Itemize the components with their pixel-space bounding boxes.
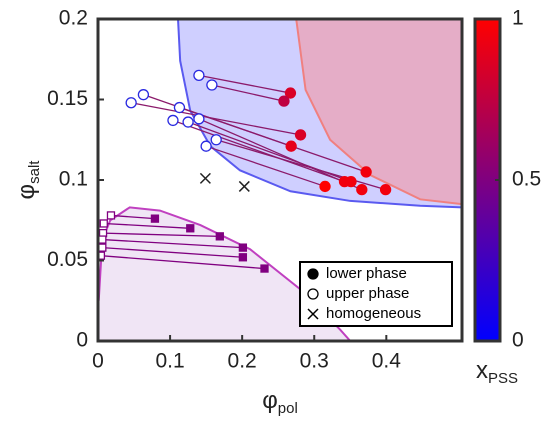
lower-point xyxy=(278,95,290,107)
y-tick-label: 0.2 xyxy=(59,7,88,30)
lower-point xyxy=(379,184,392,196)
lower-point xyxy=(360,166,372,178)
legend-box xyxy=(299,261,453,327)
upper-point xyxy=(167,114,179,127)
homogeneous-point xyxy=(199,172,211,184)
legend-label: upper phase xyxy=(326,285,409,302)
upper-point xyxy=(106,211,116,220)
colorbar-tick-label: 0 xyxy=(512,329,524,352)
tie-line xyxy=(131,102,301,136)
colorbar-label-sub: PSS xyxy=(488,370,518,387)
tie-line xyxy=(179,106,367,173)
tie-line xyxy=(110,214,155,220)
upper-point xyxy=(193,113,205,125)
upper-point xyxy=(206,79,218,91)
colorbar-tick-label: 0.5 xyxy=(512,168,541,191)
legend: lower phase upper phase homogeneous xyxy=(299,261,453,327)
upper-point xyxy=(182,116,194,128)
legend-marker xyxy=(307,288,319,300)
binodal-region xyxy=(296,19,462,205)
legend-marker xyxy=(307,308,319,320)
tie-line xyxy=(198,74,291,94)
lower-point xyxy=(319,180,331,193)
x-axis-label: φpol xyxy=(262,387,298,417)
tie-line xyxy=(216,139,386,191)
y-axis-label-sub: salt xyxy=(26,160,43,184)
x-tick-label: 0.1 xyxy=(155,350,184,373)
binodal-region xyxy=(98,207,351,341)
tie-line xyxy=(172,119,345,183)
homogeneous-point xyxy=(238,180,250,192)
x-tick-label: 0.2 xyxy=(228,350,257,373)
lower-point xyxy=(150,214,160,223)
plot-area xyxy=(98,19,462,341)
lower-point xyxy=(215,232,224,241)
x-tick-label: 0.3 xyxy=(300,350,329,373)
upper-point xyxy=(98,243,107,252)
upper-point xyxy=(200,140,212,152)
lower-point xyxy=(285,140,297,152)
lower-point xyxy=(238,253,248,262)
x-axis-label-main: φ xyxy=(262,387,278,414)
tie-line xyxy=(103,232,220,237)
upper-point xyxy=(137,89,150,101)
legend-label: homogeneous xyxy=(326,305,421,322)
y-tick-label: 0 xyxy=(76,329,88,352)
upper-point xyxy=(125,97,137,109)
lower-point xyxy=(238,243,248,252)
legend-marker xyxy=(307,268,319,280)
y-tick-label: 0.15 xyxy=(47,87,88,110)
upper-point xyxy=(210,134,222,146)
lower-point xyxy=(186,224,195,233)
colorbar-label-main: x xyxy=(476,357,488,384)
upper-point xyxy=(173,101,186,114)
y-axis-label-main: φ xyxy=(13,184,40,200)
colorbar-label: xPSS xyxy=(476,357,518,387)
lower-point xyxy=(284,87,297,99)
tie-line xyxy=(103,222,191,229)
x-tick-label: 0.4 xyxy=(372,350,402,373)
upper-point xyxy=(98,235,107,244)
y-tick-label: 0.1 xyxy=(59,168,88,191)
tie-line xyxy=(198,118,363,191)
x-tick-label: 0 xyxy=(92,350,104,373)
tie-line xyxy=(205,145,326,188)
y-axis-label: φsalt xyxy=(13,160,43,200)
upper-point xyxy=(99,219,108,228)
tie-line xyxy=(100,255,265,270)
upper-point xyxy=(98,251,106,260)
binodal-curve xyxy=(177,19,462,209)
binodal-curve xyxy=(295,19,462,206)
colorbar-tick-label: 1 xyxy=(512,7,524,30)
tie-line xyxy=(102,246,243,258)
lower-point xyxy=(294,129,307,141)
y-tick-label: 0.05 xyxy=(47,248,88,271)
lower-point xyxy=(345,175,357,188)
tie-line xyxy=(211,84,285,102)
lower-point xyxy=(260,264,269,273)
x-axis-label-sub: pol xyxy=(278,400,298,417)
upper-point xyxy=(193,69,205,81)
tie-line xyxy=(102,238,243,249)
overlay: 0 0.1 0.2 0.3 0.400.050.10.150.2φpolφsaltlow… xyxy=(13,7,541,417)
legend-label: lower phase xyxy=(326,265,407,282)
lower-point xyxy=(356,184,368,196)
